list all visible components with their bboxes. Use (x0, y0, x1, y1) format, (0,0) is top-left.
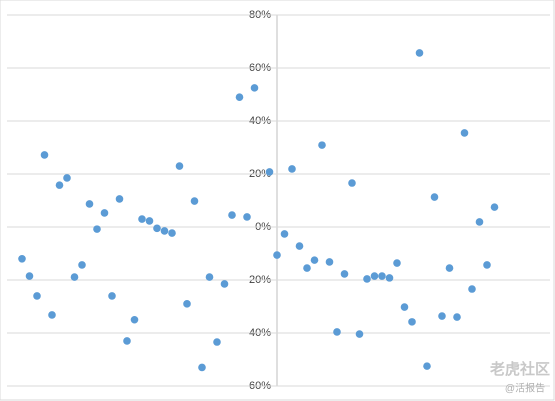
point (160, 227, 169, 235)
point (453, 313, 461, 321)
point (213, 338, 221, 346)
point (153, 224, 161, 233)
point (378, 272, 386, 280)
point (18, 254, 26, 263)
point (475, 218, 484, 226)
watermark-sub: @活报告 (505, 382, 545, 395)
point (348, 179, 356, 187)
point (438, 312, 446, 320)
point (355, 330, 364, 338)
point (175, 162, 184, 170)
point (318, 141, 326, 149)
point (423, 362, 431, 370)
point (235, 93, 244, 101)
point (78, 261, 86, 269)
point (483, 261, 491, 269)
point (408, 318, 416, 326)
point (273, 251, 281, 259)
point (430, 193, 439, 201)
point (288, 165, 296, 173)
point (280, 230, 289, 238)
point (55, 181, 64, 189)
point (460, 129, 469, 137)
point (138, 215, 146, 223)
point (325, 258, 334, 266)
point (363, 275, 371, 283)
point (145, 217, 154, 225)
point (130, 315, 139, 324)
point (100, 209, 109, 217)
point (48, 311, 56, 319)
point (295, 242, 304, 250)
point (70, 273, 79, 281)
point (250, 84, 259, 92)
point (25, 272, 34, 280)
point (385, 274, 394, 282)
point (468, 285, 476, 293)
point (63, 174, 71, 182)
point (340, 270, 349, 278)
point (198, 363, 206, 372)
point (243, 213, 251, 221)
point (115, 195, 124, 203)
point (415, 49, 424, 57)
point (310, 256, 319, 264)
point (220, 280, 229, 288)
watermark: 老虎社区 (489, 360, 550, 378)
point (33, 292, 41, 300)
point (333, 328, 341, 336)
point (393, 259, 401, 267)
point (228, 211, 236, 219)
point (93, 225, 101, 233)
point (123, 337, 131, 345)
point (85, 200, 94, 208)
point (490, 203, 499, 211)
point (190, 197, 199, 205)
point (445, 264, 454, 272)
point (205, 273, 214, 281)
point (183, 300, 191, 308)
point (265, 168, 274, 176)
point (400, 303, 409, 311)
point (40, 151, 49, 159)
point (108, 292, 116, 300)
point (168, 229, 176, 237)
point (303, 264, 311, 272)
point (370, 272, 379, 280)
